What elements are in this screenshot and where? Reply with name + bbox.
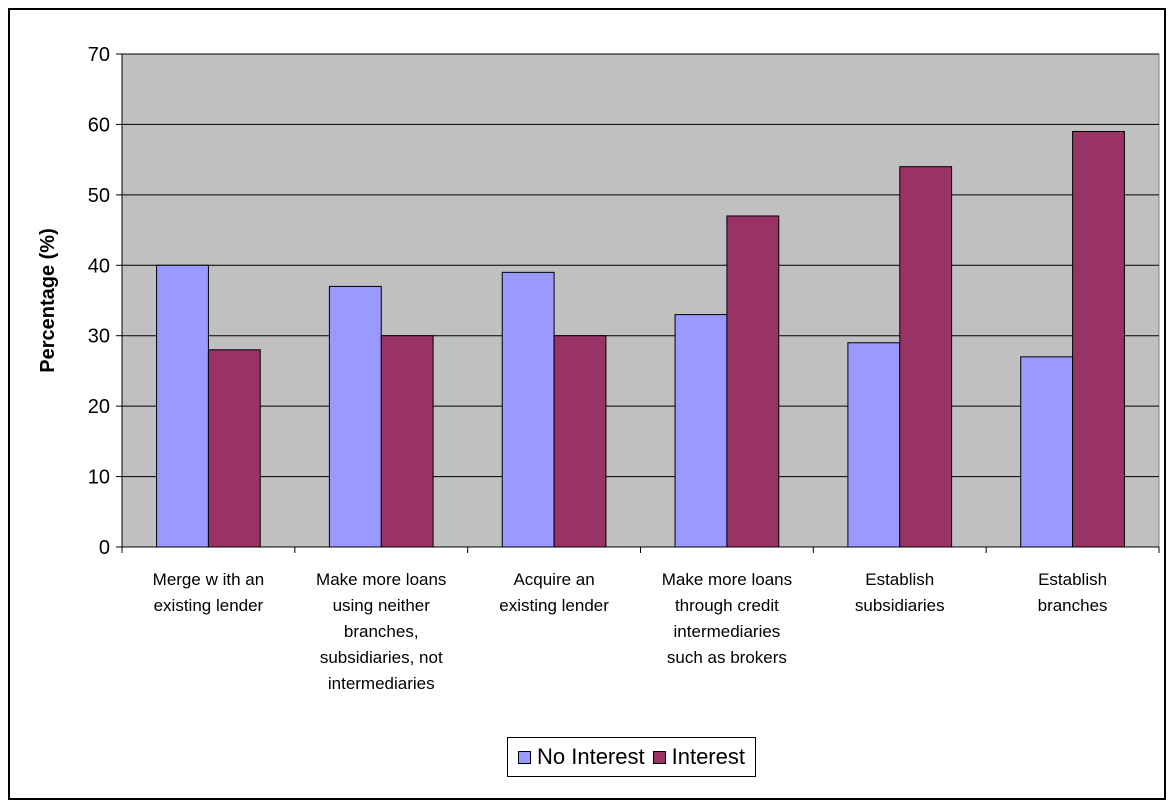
bar-no-interest bbox=[156, 264, 209, 548]
gridlines bbox=[122, 53, 1159, 478]
y-tick-label: 40 bbox=[88, 255, 110, 277]
category-label-line: subsidiaries bbox=[855, 596, 945, 615]
category-label: Acquire an existing lender bbox=[499, 570, 609, 615]
category-label: Merge w ith an existing lender bbox=[153, 570, 265, 615]
category-label-line: Establish bbox=[1038, 570, 1107, 589]
bar-interest bbox=[899, 166, 953, 548]
legend-item-interest: Interest bbox=[652, 744, 745, 770]
category-label-line: Make more loans bbox=[316, 570, 446, 589]
legend-label-interest: Interest bbox=[671, 744, 745, 769]
y-tick-label: 20 bbox=[88, 396, 110, 418]
bars bbox=[156, 130, 1125, 548]
category-label-line: using neither bbox=[333, 596, 431, 615]
bar-no-interest bbox=[328, 285, 382, 548]
category-label-line: subsidiaries, not bbox=[320, 648, 443, 667]
bar-no-interest bbox=[501, 271, 555, 548]
category-label: Establish subsidiaries bbox=[855, 570, 945, 615]
y-tick-label: 10 bbox=[88, 467, 110, 489]
category-label-line: Establish bbox=[865, 570, 934, 589]
category-label-line: existing lender bbox=[154, 596, 264, 615]
legend-item-no-interest: No Interest bbox=[518, 744, 645, 770]
bar-interest bbox=[380, 335, 434, 548]
bar-interest bbox=[553, 335, 607, 548]
category-label-line: existing lender bbox=[499, 596, 609, 615]
category-label-line: Acquire an bbox=[513, 570, 594, 589]
legend: No Interest Interest bbox=[507, 737, 756, 777]
y-tick-label: 0 bbox=[99, 537, 110, 559]
bar-no-interest bbox=[674, 314, 728, 548]
legend-label-no-interest: No Interest bbox=[537, 744, 645, 769]
bar-interest bbox=[726, 215, 780, 548]
y-tick-label: 50 bbox=[88, 185, 110, 207]
category-label-line: such as brokers bbox=[667, 648, 787, 667]
y-tick-label: 60 bbox=[88, 114, 110, 136]
y-tick-label: 70 bbox=[88, 44, 110, 66]
legend-swatch-interest bbox=[652, 750, 666, 764]
legend-swatch-no-interest bbox=[518, 750, 531, 764]
y-axis-label: Percentage (%) bbox=[37, 228, 59, 373]
bar-no-interest bbox=[1020, 356, 1074, 548]
category-label: Make more loans through credit intermediar… bbox=[662, 570, 792, 667]
category-label-line: intermediaries bbox=[328, 674, 435, 693]
bar-interest bbox=[1072, 130, 1125, 548]
bar-no-interest bbox=[847, 342, 901, 548]
category-labels: Merge w ith an existing lender Make more l… bbox=[153, 570, 1108, 693]
category-label: Make more loans using neither branches, sub… bbox=[316, 570, 446, 693]
y-tick-label: 30 bbox=[88, 326, 110, 348]
plot-area bbox=[121, 53, 1160, 548]
category-label-line: Make more loans bbox=[662, 570, 792, 589]
category-label: Establish branches bbox=[1038, 570, 1108, 615]
y-tick-labels: 0 10 20 30 40 50 60 70 bbox=[88, 44, 110, 559]
category-label-line: branches, bbox=[344, 622, 419, 641]
category-label-line: branches bbox=[1038, 596, 1108, 615]
category-label-line: Merge w ith an bbox=[153, 570, 265, 589]
category-label-line: through credit bbox=[675, 596, 779, 615]
bar-interest bbox=[207, 349, 261, 548]
category-label-line: intermediaries bbox=[674, 622, 781, 641]
axes bbox=[116, 53, 1160, 553]
